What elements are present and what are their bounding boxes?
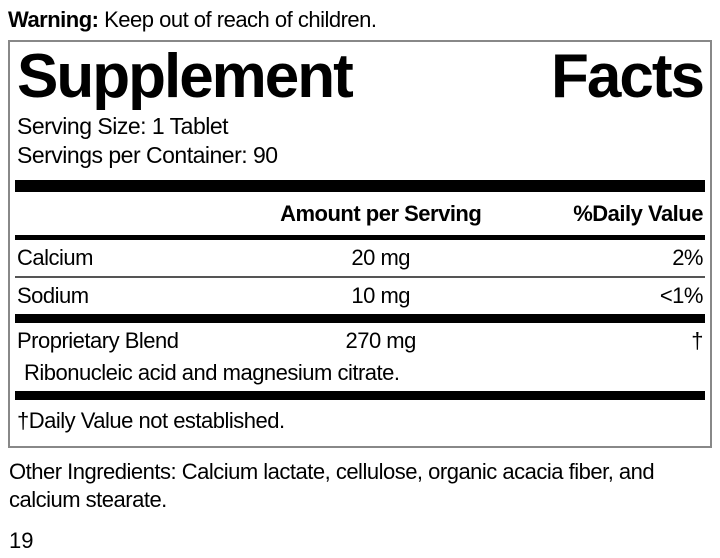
- daily-value-footnote: †Daily Value not established.: [17, 408, 285, 434]
- nutrient-row-proprietary-blend: Proprietary Blend 270 mg †: [15, 323, 705, 359]
- nutrient-name: Calcium: [17, 245, 93, 271]
- nutrient-amount: 10 mg: [351, 283, 411, 309]
- warning-line: Warning: Keep out of reach of children.: [8, 6, 710, 34]
- warning-label: Warning:: [8, 7, 99, 32]
- nutrient-amount: 20 mg: [351, 245, 411, 271]
- nutrient-name: Sodium: [17, 283, 89, 309]
- serving-info: Serving Size: 1 Tablet Servings per Cont…: [15, 112, 705, 170]
- thick-separator-bar-middle: [15, 314, 705, 324]
- medium-separator-bar: [15, 235, 705, 241]
- nutrient-row-calcium: Calcium 20 mg 2%: [15, 240, 705, 276]
- nutrient-name: Proprietary Blend: [17, 328, 179, 354]
- page-number: 19: [9, 528, 34, 554]
- thick-separator-bar-bottom: [15, 391, 705, 401]
- nutrient-row-sodium: Sodium 10 mg <1%: [15, 278, 705, 314]
- nutrient-daily-value-dagger: †: [691, 328, 703, 354]
- header-daily-value: %Daily Value: [573, 201, 703, 227]
- warning-text: Keep out of reach of children.: [98, 7, 377, 32]
- header-amount-per-serving: Amount per Serving: [280, 201, 482, 227]
- panel-title-word-2: Facts: [551, 42, 705, 111]
- servings-per-container: Servings per Container: 90: [17, 142, 278, 169]
- nutrient-amount: 270 mg: [345, 328, 416, 354]
- supplement-facts-panel: Supplement Facts Serving Size: 1 Tablet …: [8, 40, 712, 449]
- serving-size: Serving Size: 1 Tablet: [17, 113, 229, 140]
- row-divider: [15, 276, 705, 279]
- nutrient-daily-value: 2%: [672, 245, 703, 271]
- panel-title-word-1: Supplement: [17, 42, 354, 111]
- proprietary-blend-sub-ingredients: Ribonucleic acid and magnesium citrate.: [24, 360, 400, 386]
- nutrient-daily-value: <1%: [659, 283, 704, 309]
- thick-separator-bar-top: [15, 180, 705, 193]
- column-header-row: Amount per Serving %Daily Value: [15, 192, 705, 235]
- panel-title: Supplement Facts: [15, 42, 705, 109]
- other-ingredients: Other Ingredients: Calcium lactate, cell…: [9, 459, 655, 513]
